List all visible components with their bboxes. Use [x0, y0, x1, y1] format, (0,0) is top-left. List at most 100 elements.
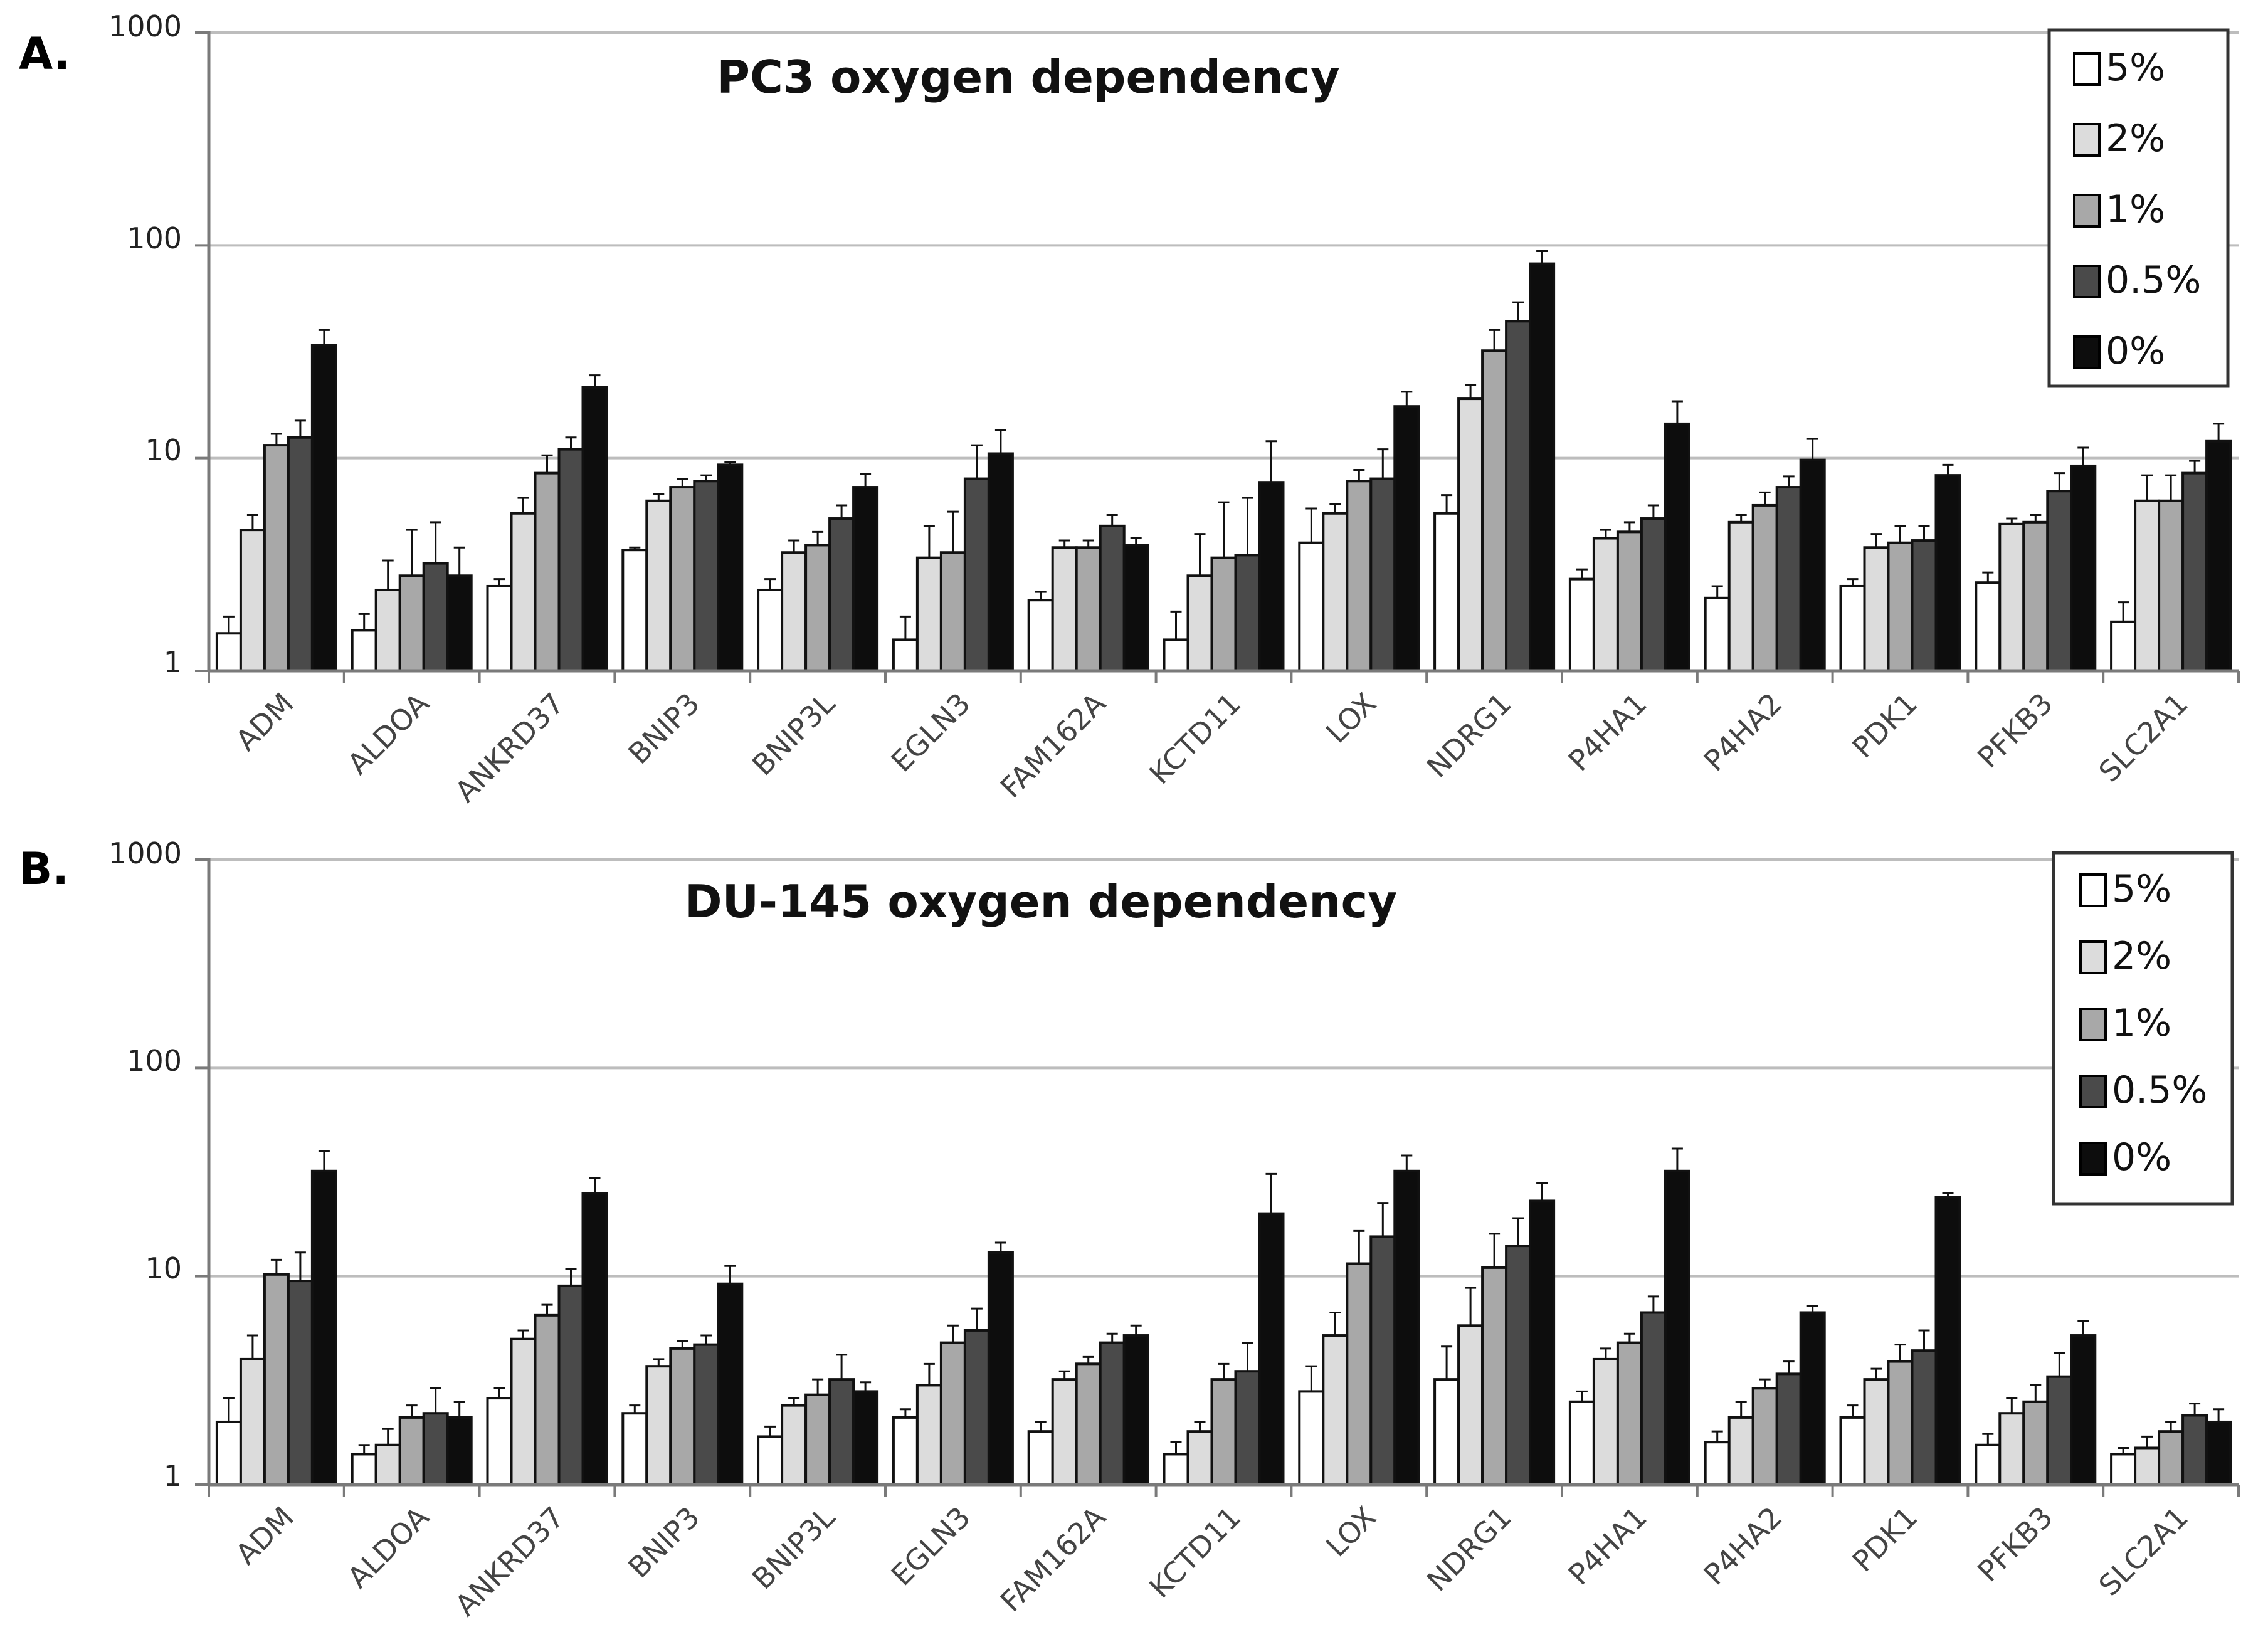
- bar: [2205, 439, 2232, 673]
- bar: [987, 1251, 1014, 1486]
- chart-title-a: PC3 oxygen dependency: [717, 51, 1340, 103]
- gridlines-b: [209, 858, 2239, 1278]
- bars-a: [215, 250, 2232, 673]
- bar: [1457, 1324, 1484, 1486]
- bar: [1640, 517, 1667, 672]
- bar: [963, 477, 990, 672]
- bar: [1911, 1349, 1938, 1486]
- bar: [1051, 546, 1078, 672]
- bar: [1975, 1443, 2002, 1486]
- bar: [1592, 1357, 1619, 1486]
- legend-a: 5% 2% 1% 0.5% 0%: [2047, 28, 2230, 388]
- bar: [2134, 1446, 2161, 1486]
- legend-swatch-0.5pct: [2079, 1075, 2107, 1108]
- bar: [1258, 481, 1285, 672]
- bar: [2070, 1334, 2097, 1487]
- bar: [1393, 405, 1420, 672]
- y-axis-ticks-a: 1 10 100 1000: [108, 9, 182, 679]
- bar: [2158, 499, 2185, 672]
- bar: [2046, 1375, 2073, 1486]
- legend-label-0pct: 0%: [2106, 329, 2165, 373]
- bar: [852, 486, 879, 672]
- legend-label-1pct: 1%: [2112, 1001, 2171, 1045]
- bar: [939, 551, 966, 673]
- y-axis-ticks-b: 1 10 100 1000: [108, 836, 182, 1493]
- bar: [422, 562, 449, 672]
- bar: [557, 448, 584, 672]
- chart-title-b: DU-145 oxygen dependency: [685, 875, 1397, 928]
- bar: [2022, 520, 2049, 672]
- bar: [621, 549, 648, 672]
- bar: [781, 1404, 808, 1486]
- bar: [486, 1397, 513, 1487]
- bar: [1234, 554, 1261, 672]
- bar: [852, 1390, 879, 1487]
- bar: [1975, 581, 2002, 673]
- y-tick-label: 1000: [108, 9, 182, 43]
- bar: [1664, 422, 1690, 672]
- bar: [1210, 556, 1237, 672]
- bar: [287, 1280, 314, 1486]
- bar: [987, 452, 1014, 672]
- legend-label-5pct: 5%: [2112, 867, 2171, 911]
- bar: [510, 1337, 537, 1487]
- bar: [351, 1453, 377, 1486]
- bar: [581, 1192, 608, 1487]
- legend-label-0.5pct: 0.5%: [2106, 258, 2201, 302]
- bar: [581, 386, 608, 672]
- bar: [534, 471, 561, 672]
- bar: [1027, 1430, 1054, 1487]
- bar: [310, 1169, 337, 1486]
- bar: [717, 463, 744, 672]
- bar: [757, 1435, 784, 1486]
- bar: [1505, 1245, 1532, 1486]
- bar: [1727, 1416, 1754, 1486]
- bar: [1433, 1378, 1460, 1486]
- bar: [1799, 1311, 1826, 1486]
- bar: [1186, 1430, 1213, 1487]
- bar: [215, 632, 242, 672]
- panel-letter-b: B.: [19, 843, 69, 895]
- legend-label-0pct: 0%: [2112, 1135, 2171, 1179]
- bar: [2110, 620, 2137, 673]
- bar: [446, 1416, 473, 1486]
- bar: [1322, 1334, 1349, 1487]
- bar: [1911, 539, 1938, 672]
- bar: [1027, 599, 1054, 673]
- bar: [1704, 596, 1731, 672]
- bar: [351, 629, 377, 673]
- legend-swatch-1pct: [2079, 1008, 2107, 1041]
- bar: [1099, 1341, 1126, 1486]
- bar: [263, 444, 290, 673]
- bar: [1839, 1416, 1866, 1486]
- bar: [1163, 1453, 1189, 1486]
- bar: [398, 574, 425, 673]
- bar: [1934, 474, 1961, 672]
- bar: [1751, 503, 1778, 672]
- bar: [892, 1416, 919, 1486]
- y-tick-label: 10: [145, 1251, 182, 1285]
- bar: [1122, 1334, 1149, 1487]
- legend-swatch-1pct: [2073, 194, 2101, 228]
- legend-swatch-0pct: [2073, 335, 2101, 369]
- bar: [1839, 584, 1866, 673]
- bar: [557, 1284, 584, 1486]
- y-tick-label: 100: [127, 221, 182, 255]
- bar: [645, 1365, 672, 1487]
- bar: [915, 556, 942, 672]
- bar: [963, 1329, 990, 1487]
- bar: [486, 584, 513, 673]
- bar: [1998, 522, 2025, 672]
- legend-label-0.5pct: 0.5%: [2112, 1068, 2207, 1112]
- bar: [374, 588, 401, 672]
- bar: [534, 1313, 561, 1486]
- bar: [1369, 477, 1396, 672]
- bar: [263, 1273, 290, 1487]
- bar: [1616, 530, 1643, 672]
- bar: [1863, 1378, 1890, 1486]
- bar: [1457, 397, 1484, 673]
- bar: [1568, 577, 1595, 672]
- bar: [1863, 546, 1890, 672]
- y-tick-label: 10: [145, 433, 182, 467]
